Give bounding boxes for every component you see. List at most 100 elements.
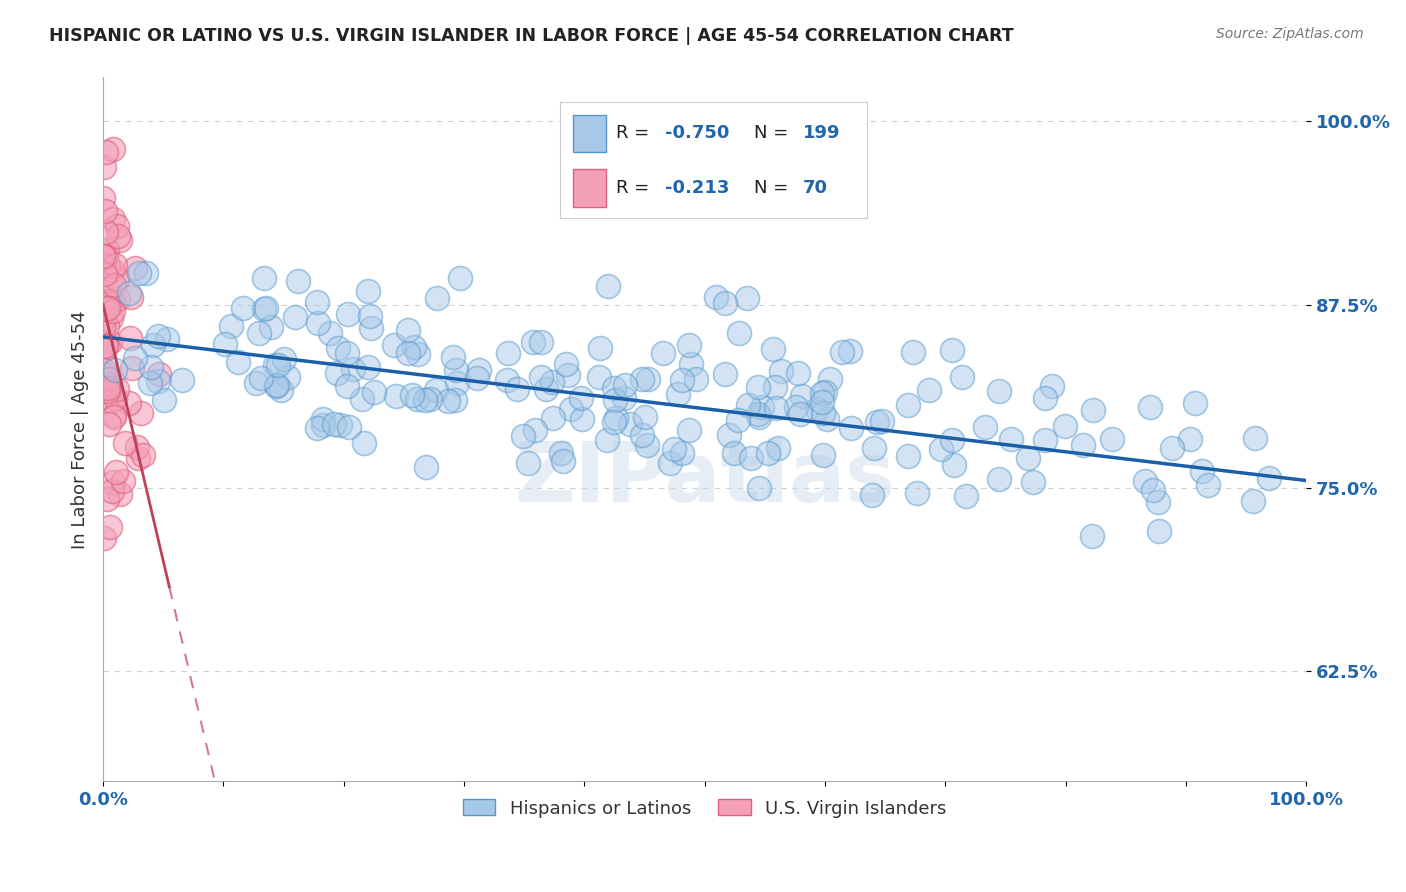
Point [444,363,467,377]
Point [94,339,117,353]
Point [104,363,127,377]
Text: Source: ZipAtlas.com: Source: ZipAtlas.com [1216,27,1364,41]
Point [810,395,832,409]
Point [287,274,309,288]
Point [105,465,128,479]
Point [101,212,124,227]
Point [96,278,118,293]
Point [737,398,759,412]
Point [107,229,129,244]
Point [273,352,295,367]
Point [551,454,574,468]
Point [96,243,118,257]
Point [550,446,572,460]
Point [786,367,808,381]
Point [766,442,789,456]
Point [1184,396,1206,410]
Point [727,413,749,427]
Point [785,400,807,414]
Point [100,484,122,499]
Point [96,293,118,308]
Point [97,260,120,274]
Point [104,391,127,405]
Point [918,383,941,397]
Point [747,380,769,394]
Point [634,410,657,425]
Point [96,318,118,333]
Point [1135,474,1157,488]
Point [1040,379,1063,393]
Point [1000,432,1022,446]
Point [790,389,813,403]
Point [253,271,276,285]
Point [264,378,287,392]
Point [685,372,707,386]
Point [941,433,963,447]
Point [678,338,700,352]
Point [270,383,292,397]
Point [560,401,582,416]
Point [103,258,125,272]
Point [1142,483,1164,498]
Point [974,420,997,434]
Point [307,317,329,331]
Point [103,409,125,424]
Point [929,442,952,457]
Point [91,191,114,205]
Point [446,376,468,391]
Point [517,456,540,470]
Point [1241,494,1264,508]
Point [329,417,352,432]
Point [679,357,702,371]
Point [146,329,169,343]
Point [1021,475,1043,489]
Point [955,489,977,503]
Point [1081,402,1104,417]
Point [108,487,131,501]
Point [415,460,437,475]
Point [740,451,762,466]
Point [426,291,449,305]
Point [941,343,963,357]
Point [747,407,769,421]
Point [401,388,423,402]
Point [323,417,346,431]
Point [718,427,741,442]
Point [870,414,893,428]
Point [245,376,267,390]
Point [96,226,118,240]
Point [569,391,592,405]
Point [1139,400,1161,414]
Point [93,343,115,357]
Point [277,370,299,384]
Point [1080,529,1102,543]
Point [336,346,359,360]
Point [751,401,773,415]
Point [93,160,115,174]
Point [124,261,146,276]
Point [120,290,142,304]
Point [142,338,165,352]
Point [94,267,117,281]
Point [128,266,150,280]
Point [100,394,122,409]
Point [148,367,170,381]
Y-axis label: In Labor Force | Age 45-54: In Labor Force | Age 45-54 [72,310,89,549]
Point [988,472,1011,486]
Point [250,371,273,385]
Point [266,378,288,392]
Point [97,417,120,432]
Point [1160,441,1182,455]
Point [382,337,405,351]
Point [806,401,828,416]
Point [312,418,335,433]
Point [94,249,117,263]
Point [756,446,779,460]
Point [267,358,290,372]
Point [704,290,727,304]
Point [214,336,236,351]
Point [221,318,243,333]
Point [596,433,619,447]
Point [326,341,349,355]
Point [101,262,124,277]
